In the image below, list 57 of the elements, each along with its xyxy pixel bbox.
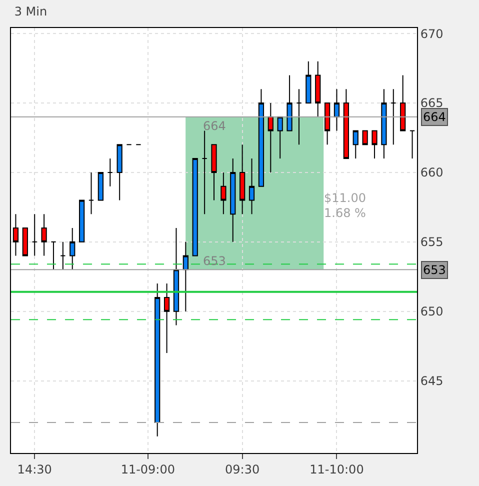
candlestick [381, 88, 387, 160]
candlestick [286, 74, 292, 132]
y-tick-label: 645 [420, 374, 444, 388]
candlestick [79, 200, 85, 242]
candlestick [50, 241, 56, 270]
candlestick [324, 102, 330, 146]
candlestick [240, 144, 246, 215]
x-tick-label: 09:30 [225, 462, 260, 476]
candlestick [362, 130, 368, 146]
candlestick [372, 130, 378, 160]
y-tick-label: 670 [420, 26, 444, 41]
candlestick [41, 214, 47, 256]
chart-title: 3 Min [14, 4, 48, 19]
candlestick [211, 144, 217, 201]
candlestick [400, 74, 406, 132]
y-tick-label: 665 [420, 96, 444, 110]
annotation: $11.00 [324, 191, 366, 205]
candlestick [60, 241, 66, 270]
candlestick [12, 214, 19, 256]
annotation: 664 [203, 119, 226, 133]
candlestick [296, 88, 302, 146]
candlestick [390, 88, 396, 146]
candlestick [70, 228, 76, 270]
candlestick [315, 60, 321, 118]
y-tick-label: 660 [420, 166, 444, 180]
candlestick [202, 130, 208, 215]
annotation: 1.68 % [324, 206, 366, 220]
candlestick [107, 158, 113, 187]
candlestick [409, 130, 416, 160]
candlestick [334, 88, 340, 132]
candlestick [343, 88, 349, 160]
candlestick [258, 88, 264, 187]
candlestick [98, 172, 104, 201]
candlestick [22, 228, 28, 256]
candlestick [173, 228, 180, 326]
x-tick-label: 11-09:00 [120, 462, 176, 476]
candlestick [192, 158, 198, 256]
y-tick-label: 650 [420, 304, 444, 319]
x-tick-label: 14:30 [17, 462, 52, 476]
candlestick [248, 158, 255, 215]
candlestick [230, 158, 236, 242]
y-tick-label: 655 [420, 235, 444, 250]
candlestick [352, 130, 358, 160]
candlestick [164, 283, 170, 354]
candlestick [116, 144, 122, 201]
annotation: 653 [203, 254, 226, 268]
candlestick [306, 60, 312, 104]
candlestick [220, 172, 226, 215]
candlestick [88, 172, 94, 215]
x-tick-label: 11-10:00 [310, 462, 364, 476]
candlestick [268, 102, 274, 173]
candlestick [32, 214, 38, 256]
ref-line-label: 664 [423, 110, 446, 124]
candlestick [277, 116, 283, 160]
candlestick [154, 283, 160, 437]
ref-line-label: 653 [423, 263, 446, 277]
candlestick [182, 241, 188, 312]
